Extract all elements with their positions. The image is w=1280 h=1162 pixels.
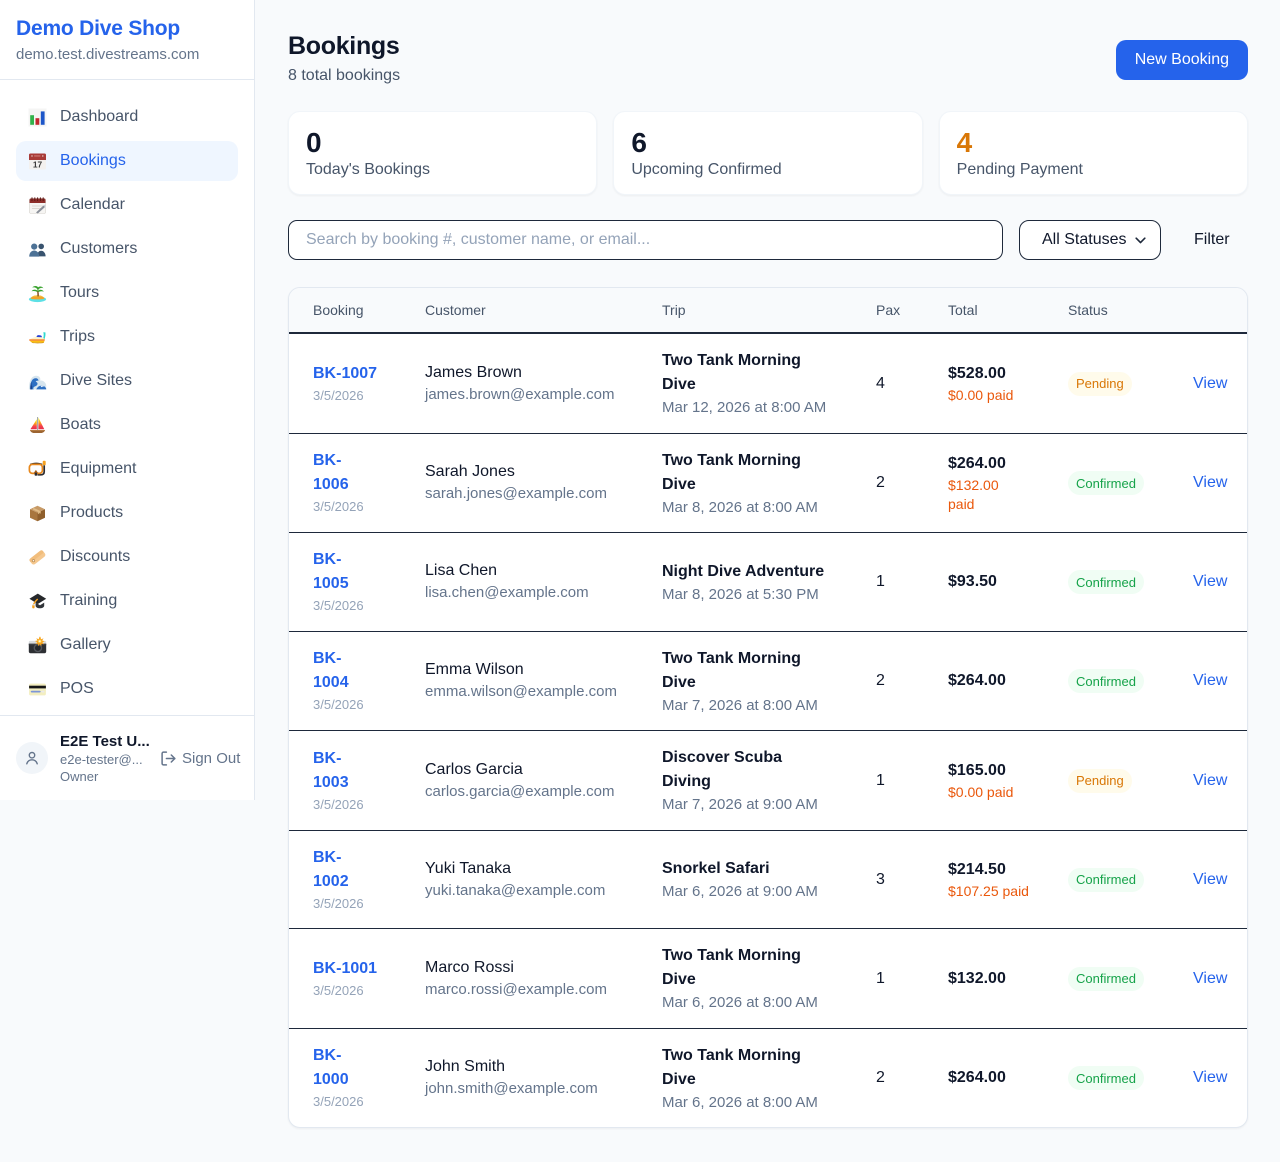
svg-text:17: 17 [33,159,43,169]
